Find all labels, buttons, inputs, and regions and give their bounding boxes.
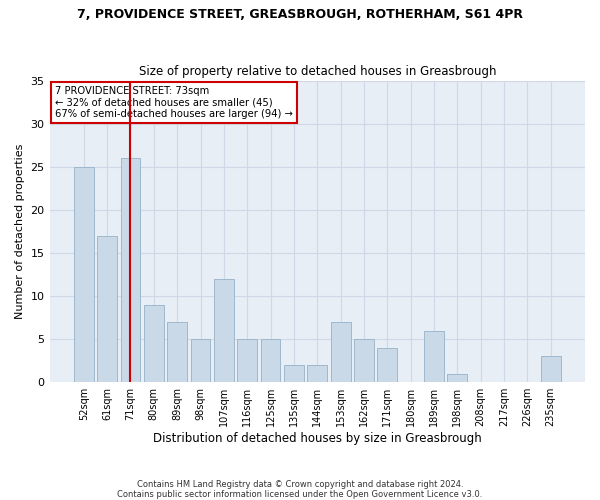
Text: 7 PROVIDENCE STREET: 73sqm
← 32% of detached houses are smaller (45)
67% of semi: 7 PROVIDENCE STREET: 73sqm ← 32% of deta… bbox=[55, 86, 293, 119]
Bar bbox=[284, 365, 304, 382]
X-axis label: Distribution of detached houses by size in Greasbrough: Distribution of detached houses by size … bbox=[153, 432, 482, 445]
Bar bbox=[354, 339, 374, 382]
Text: Contains HM Land Registry data © Crown copyright and database right 2024.
Contai: Contains HM Land Registry data © Crown c… bbox=[118, 480, 482, 499]
Bar bbox=[541, 356, 560, 382]
Y-axis label: Number of detached properties: Number of detached properties bbox=[15, 144, 25, 320]
Bar bbox=[191, 339, 211, 382]
Bar bbox=[260, 339, 280, 382]
Bar bbox=[238, 339, 257, 382]
Bar bbox=[307, 365, 327, 382]
Bar bbox=[167, 322, 187, 382]
Bar bbox=[97, 236, 117, 382]
Title: Size of property relative to detached houses in Greasbrough: Size of property relative to detached ho… bbox=[139, 66, 496, 78]
Bar bbox=[214, 279, 234, 382]
Bar bbox=[331, 322, 350, 382]
Text: 7, PROVIDENCE STREET, GREASBROUGH, ROTHERHAM, S61 4PR: 7, PROVIDENCE STREET, GREASBROUGH, ROTHE… bbox=[77, 8, 523, 20]
Bar bbox=[424, 330, 444, 382]
Bar bbox=[144, 305, 164, 382]
Bar bbox=[448, 374, 467, 382]
Bar bbox=[377, 348, 397, 382]
Bar bbox=[121, 158, 140, 382]
Bar bbox=[74, 167, 94, 382]
